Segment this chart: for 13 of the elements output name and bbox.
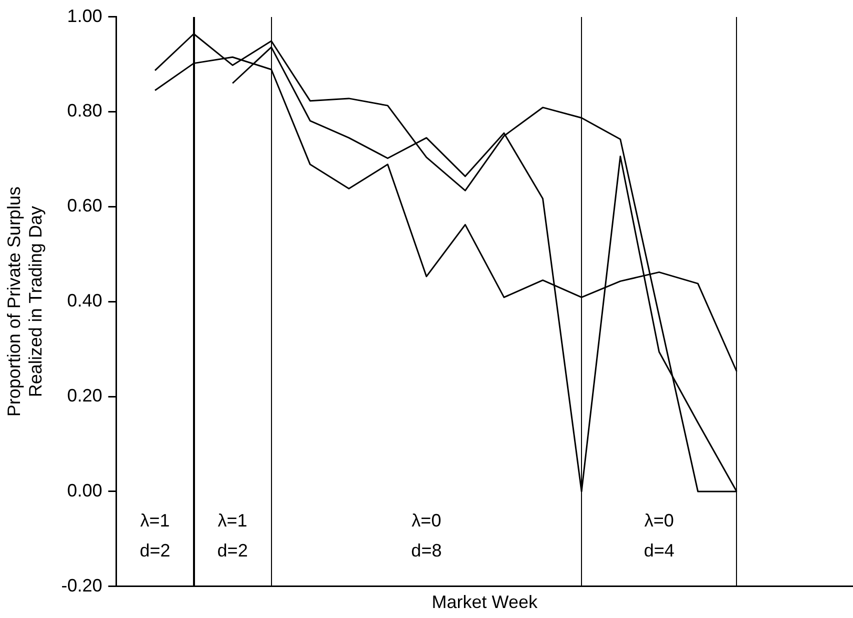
annotation: λ=0 d=4 xyxy=(644,510,674,560)
y-tick-label: 0.40 xyxy=(67,290,102,311)
y-tick-label: 0.80 xyxy=(67,100,102,121)
y-tick-label: 0.20 xyxy=(67,386,102,406)
y-tick-label: -0.20 xyxy=(61,575,102,596)
y-axis-title: Proportion of Private Surplus Realized in Trading Day xyxy=(4,186,46,417)
annotation: λ=1 d=2 xyxy=(217,510,248,560)
annotation: λ=0 d=8 xyxy=(411,510,442,560)
y-tick-label: 0.00 xyxy=(67,480,102,500)
annotation: λ=1 d=2 xyxy=(140,510,170,560)
x-axis-title: Market Week xyxy=(432,592,538,612)
y-tick-label: 1.00 xyxy=(67,6,102,26)
y-tick-label: 0.60 xyxy=(67,196,102,216)
